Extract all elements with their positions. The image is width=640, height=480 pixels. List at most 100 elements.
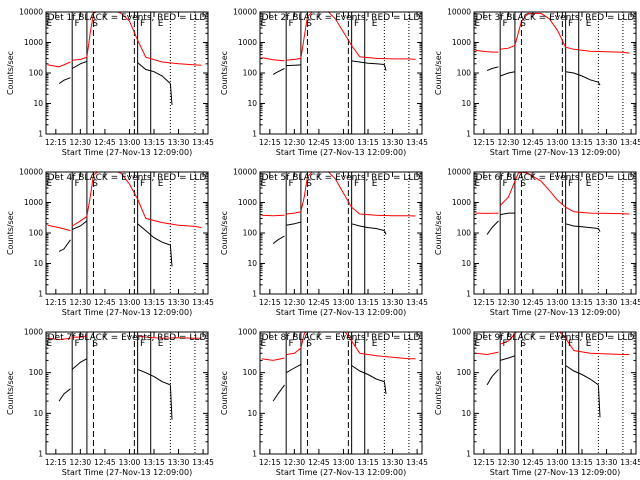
y-tick-label: 1	[466, 130, 471, 139]
phase-marker-label: E	[372, 19, 378, 29]
events-series-line	[486, 220, 499, 235]
x-tick-label: 12:30	[498, 298, 520, 307]
y-tick-label: 100	[457, 69, 472, 78]
x-tick-label: 13:00	[119, 138, 141, 147]
x-tick-label: 12:45	[94, 138, 116, 147]
phase-marker-label: F	[288, 19, 293, 29]
x-tick-label: 13:30	[596, 138, 618, 147]
x-axis-label: Start Time (27-Nov-13 12:09:00)	[490, 308, 620, 317]
phase-marker-label: S	[520, 179, 526, 189]
lld-series-line	[500, 12, 630, 54]
panel-title: Det 9f BLACK = Events, RED = LLD	[476, 333, 635, 343]
x-tick-label: 13:45	[192, 298, 214, 307]
x-axis-label: Start Time (27-Nov-13 12:09:00)	[62, 148, 192, 157]
x-tick-label: 13:15	[357, 138, 379, 147]
x-tick-label: 12:15	[259, 138, 281, 147]
detector-panel-2: 1 10 100 1000 10000 12:15 12:30 12:45 13:00 13:15…	[220, 8, 428, 158]
detector-panel-6: 1 10 100 1000 10000 12:15 12:30 12:45 13:00 13:15…	[434, 168, 640, 318]
y-tick-label: 100	[243, 69, 258, 78]
phase-marker-label: E	[158, 339, 164, 349]
y-tick-label: 1	[252, 450, 257, 459]
y-tick-label: 10	[33, 259, 43, 268]
lld-series-line	[475, 49, 499, 53]
detector-panel-5: 1 10 100 1000 10000 12:15 12:30 12:45 13:00 13:15…	[220, 168, 428, 318]
y-axis-label: Counts/sec	[220, 51, 229, 95]
x-tick-label: 13:30	[168, 138, 190, 147]
events-series-line	[71, 60, 88, 69]
events-series-line	[565, 71, 599, 83]
x-tick-label: 12:15	[473, 298, 495, 307]
x-tick-label: 13:30	[168, 298, 190, 307]
y-tick-label: 1	[38, 130, 43, 139]
x-tick-label: 13:15	[143, 298, 165, 307]
x-tick-label: 12:30	[70, 298, 92, 307]
x-tick-label: 12:15	[473, 138, 495, 147]
y-tick-label: 1	[38, 290, 43, 299]
y-axis-label: Counts/sec	[6, 371, 15, 415]
phase-marker-label: F	[140, 19, 145, 29]
y-tick-label: 100	[457, 229, 472, 238]
panel-title: Det 7f BLACK = Events, RED = LLD	[48, 333, 207, 343]
x-tick-label: 13:45	[620, 138, 640, 147]
phase-marker-label: S	[306, 19, 312, 29]
x-tick-label: 13:00	[547, 138, 569, 147]
x-tick-label: 13:30	[382, 298, 404, 307]
x-tick-label: 13:00	[333, 298, 355, 307]
x-tick-label: 12:30	[284, 458, 306, 467]
phase-marker-label: F	[74, 179, 79, 189]
phase-marker-label: E	[586, 19, 592, 29]
x-tick-label: 13:45	[406, 458, 428, 467]
plot-area	[261, 332, 416, 454]
plot-frame	[45, 171, 209, 295]
x-tick-label: 13:00	[333, 138, 355, 147]
plot-area	[475, 332, 630, 454]
y-tick-label: 1000	[452, 328, 471, 337]
events-series-line	[565, 365, 599, 386]
y-tick-label: 10000	[233, 168, 257, 177]
y-tick-label: 10	[461, 259, 471, 268]
events-series-line	[58, 239, 71, 252]
y-tick-label: 1	[252, 130, 257, 139]
lld-series-line	[475, 351, 499, 356]
events-series-line	[71, 358, 88, 370]
x-tick-label: 13:00	[119, 298, 141, 307]
phase-marker-label: F	[140, 179, 145, 189]
events-series-line	[72, 220, 88, 230]
lld-series-line	[286, 172, 416, 217]
x-tick-label: 12:15	[45, 298, 67, 307]
panel-title: Det 8f BLACK = Events, RED = LLD	[262, 333, 421, 343]
x-tick-label: 13:45	[192, 138, 214, 147]
events-series-line	[351, 365, 385, 383]
phase-marker-label: E	[260, 179, 266, 189]
phase-marker-label: F	[140, 339, 145, 349]
lld-series-line	[47, 61, 71, 68]
events-series-line	[597, 81, 601, 86]
events-series-line	[58, 77, 71, 85]
phase-marker-label: S	[92, 339, 98, 349]
y-tick-label: 100	[29, 69, 44, 78]
phase-marker-label: F	[354, 339, 359, 349]
x-tick-label: 13:00	[119, 458, 141, 467]
events-series-line	[383, 230, 387, 235]
phase-marker-label: F	[568, 19, 573, 29]
y-tick-label: 1000	[238, 38, 257, 47]
y-tick-label: 100	[243, 229, 258, 238]
events-series-line	[565, 223, 599, 229]
events-series-line	[137, 368, 171, 386]
y-tick-label: 10	[247, 259, 257, 268]
y-tick-label: 100	[29, 229, 44, 238]
plot-area	[261, 172, 416, 294]
phase-marker-label: F	[502, 19, 507, 29]
y-tick-label: 10	[247, 99, 257, 108]
detector-panel-4: 1 10 100 1000 10000 12:15 12:30 12:45 13:00 13:15…	[6, 168, 214, 318]
x-tick-label: 13:00	[547, 298, 569, 307]
events-series-line	[169, 245, 173, 267]
events-series-line	[286, 64, 301, 67]
plot-area	[47, 332, 202, 454]
plot-area	[475, 172, 630, 294]
phase-marker-label: F	[74, 19, 79, 29]
x-tick-label: 12:45	[94, 298, 116, 307]
events-series-line	[169, 384, 173, 420]
events-series-line	[597, 384, 601, 418]
events-series-line	[486, 369, 499, 386]
